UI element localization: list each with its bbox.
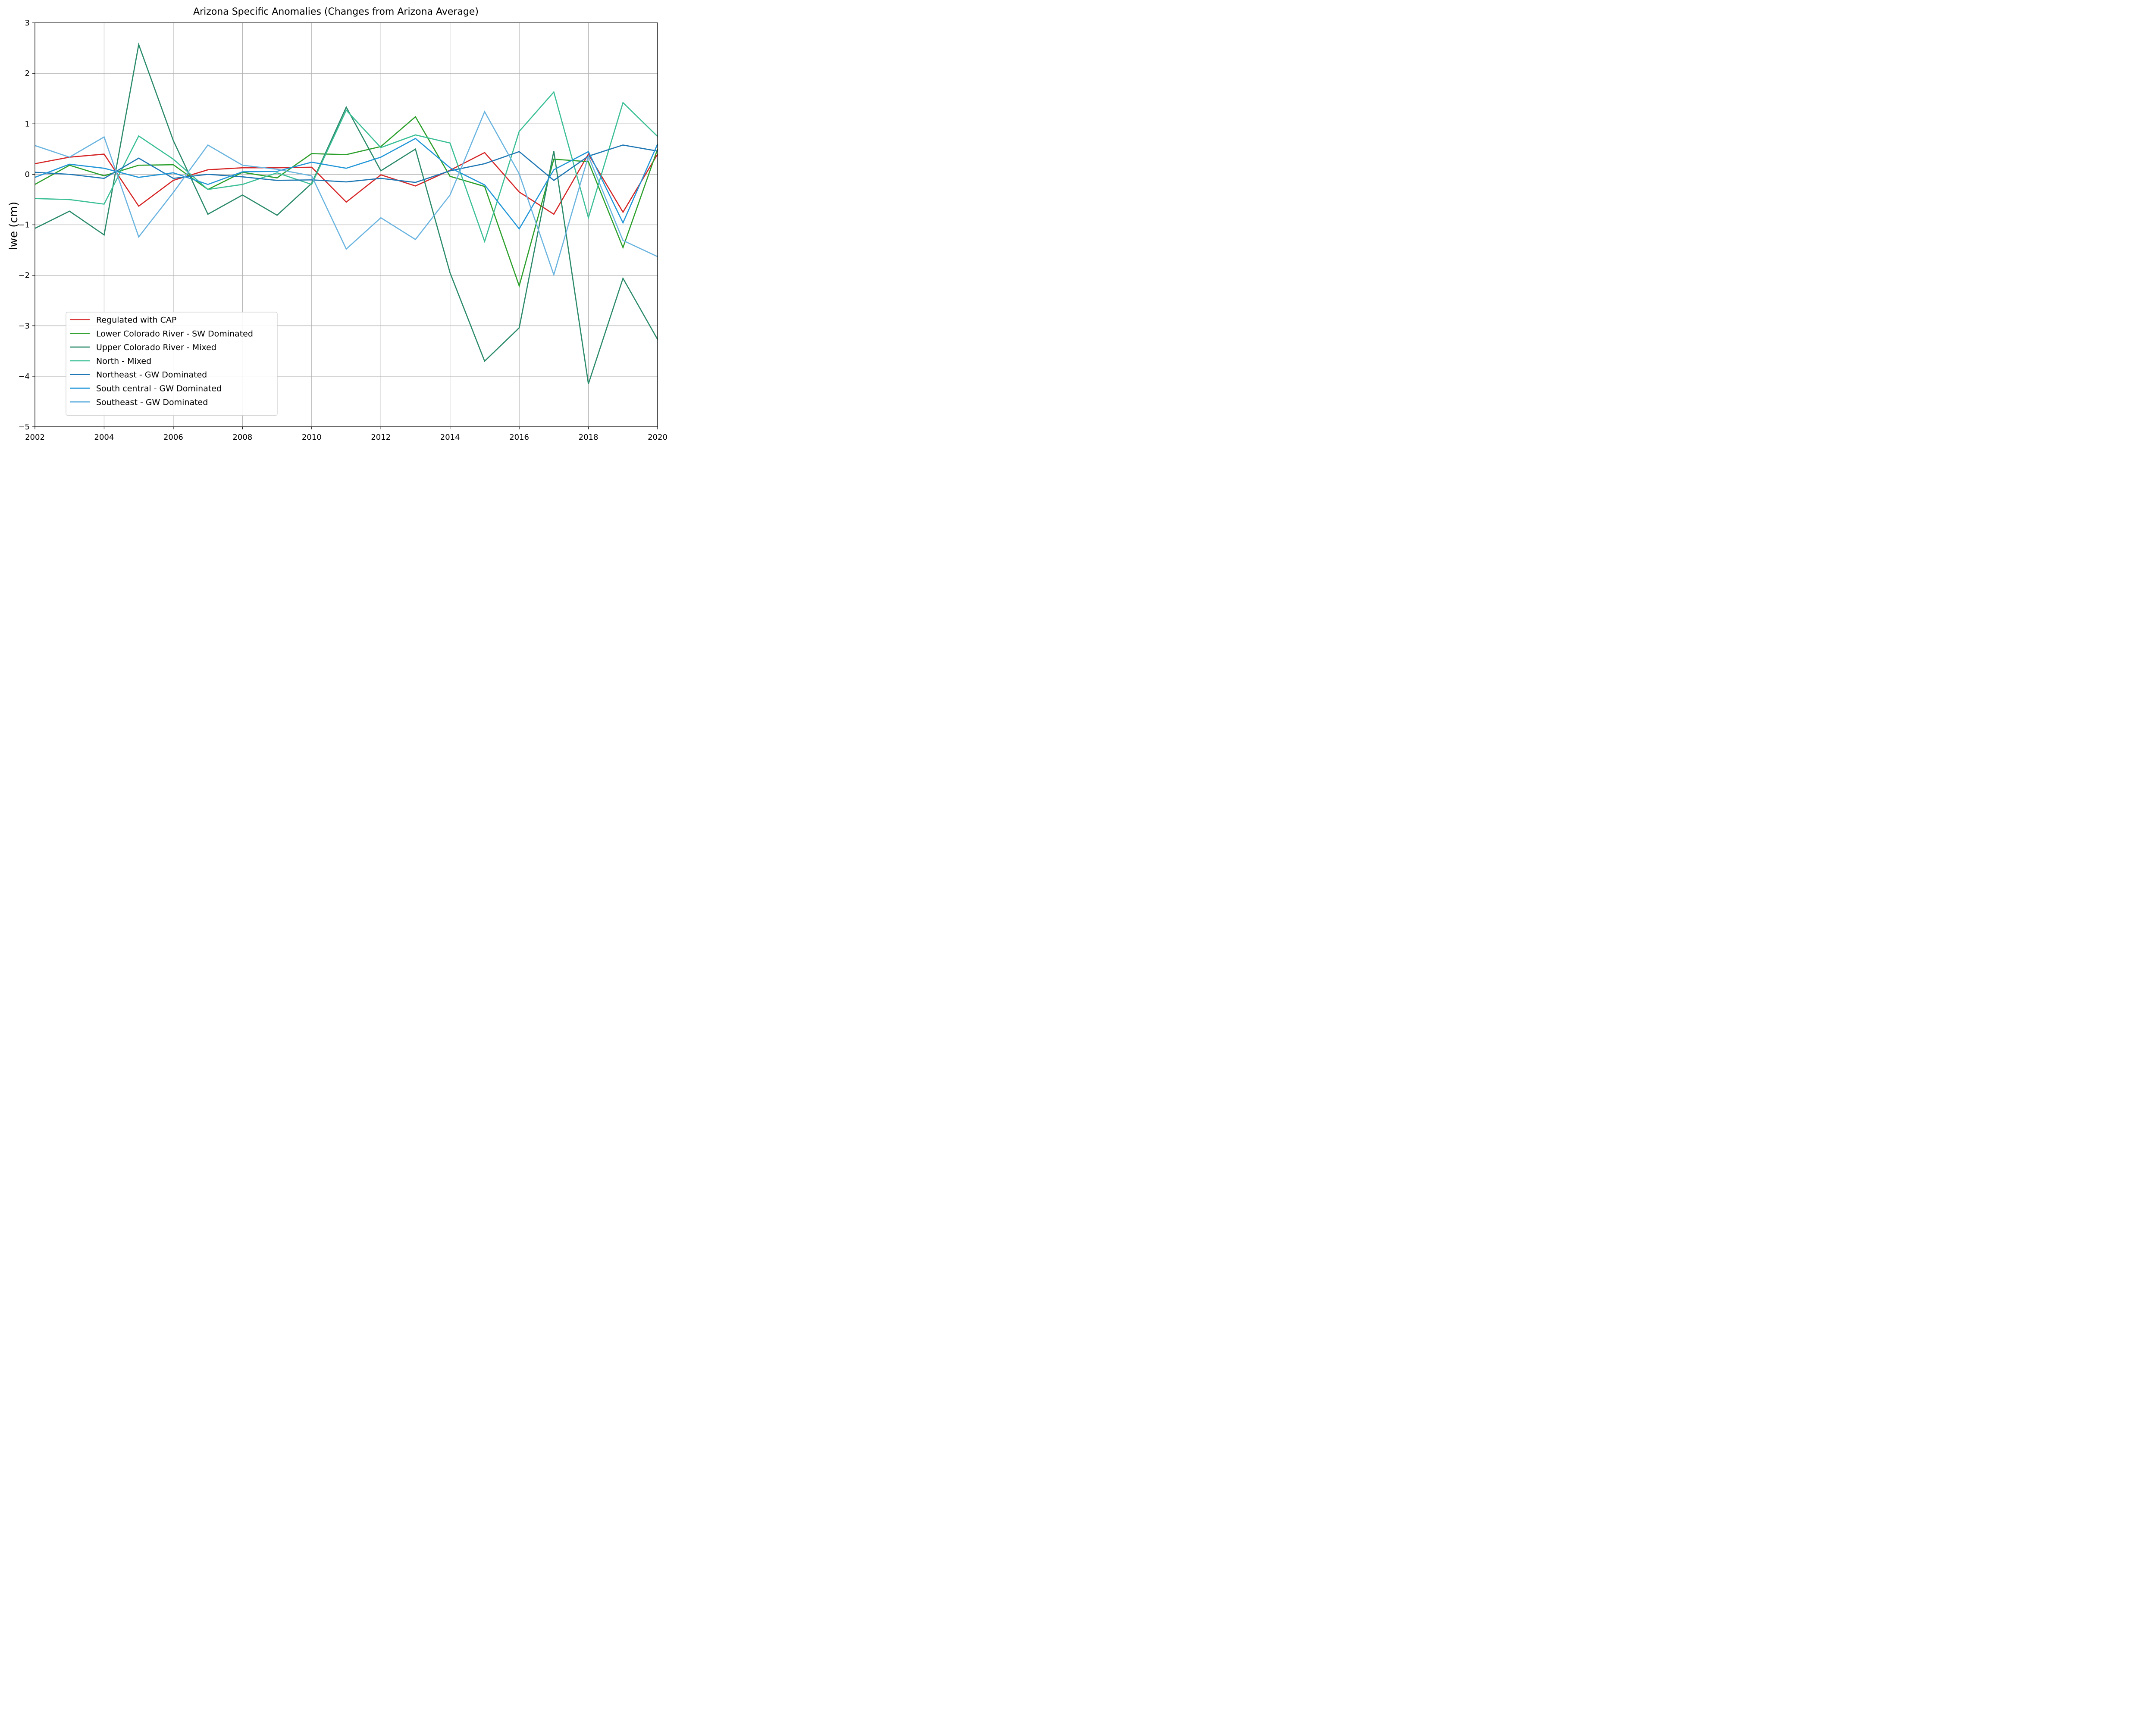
x-tick-label: 2006 [163,433,183,442]
legend-label: South central - GW Dominated [96,384,222,394]
line-chart: Arizona Specific Anomalies (Changes from… [7,6,667,442]
y-tick-label: −2 [18,271,30,280]
series-line-7 [34,110,658,277]
x-tick-label: 2002 [25,433,45,442]
x-tick-label: 2012 [371,433,391,442]
legend-label: Northeast - GW Dominated [96,370,207,380]
chart-title: Arizona Specific Anomalies (Changes from… [193,6,479,17]
y-tick-label: −1 [18,221,30,230]
x-tick-label: 2018 [579,433,599,442]
y-tick-label: 1 [25,119,30,128]
y-axis-label: lwe (cm) [7,202,20,250]
series-line-3 [34,42,658,384]
series-line-5 [34,144,658,183]
y-tick-label: 0 [25,170,30,179]
legend-label: Regulated with CAP [96,316,176,325]
legend: Regulated with CAP Lower Colorado River -… [66,312,278,416]
y-tick-label: −3 [18,322,30,331]
x-tick-label: 2016 [509,433,529,442]
x-tick-label: 2008 [232,433,252,442]
x-tick-label: 2004 [94,433,114,442]
series-line-1 [34,152,658,215]
x-tick-label: 2010 [302,433,322,442]
series-line-2 [34,116,658,288]
series-line-6 [34,138,658,230]
y-tick-label: −4 [18,372,30,381]
legend-label: North - Mixed [96,357,151,366]
chart: Arizona Specific Anomalies (Changes from… [0,0,672,447]
y-tick-label: −5 [18,422,30,432]
x-tick-label: 2020 [648,433,667,442]
series-lines [34,42,658,384]
x-tick-label: 2014 [440,433,460,442]
series-line-4 [34,91,658,244]
legend-label: Upper Colorado River - Mixed [96,343,216,352]
legend-label: Lower Colorado River - SW Dominated [96,329,253,338]
legend-label: Southeast - GW Dominated [96,397,208,407]
x-axis: 2002 2004 2006 2008 2010 2012 2014 2016 2018 2020 [25,427,667,442]
y-tick-label: 3 [25,19,30,28]
y-axis: 3 2 1 0 −1 −2 −3 −4 −5 [18,19,35,432]
legend-box [66,312,278,416]
y-tick-label: 2 [25,69,30,78]
